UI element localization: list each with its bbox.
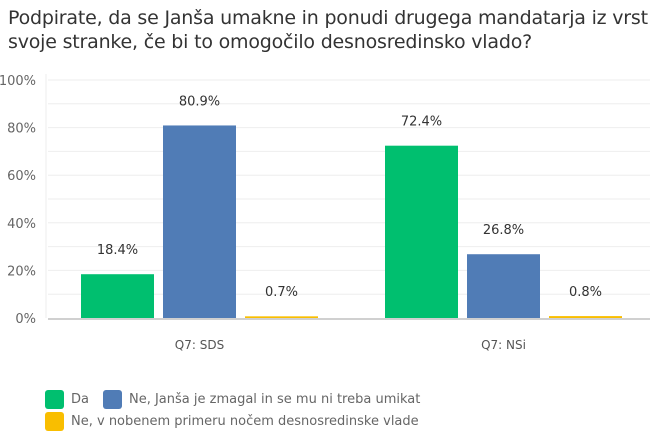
bar <box>467 254 540 318</box>
legend-swatch <box>102 389 122 409</box>
bar <box>549 316 622 318</box>
legend-label: Ne, v nobenem primeru nočem desnosredins… <box>71 413 419 429</box>
bar <box>385 145 458 318</box>
legend-swatch <box>45 411 64 431</box>
y-tick-label: 40% <box>7 217 36 232</box>
y-tick-label: 60% <box>7 169 36 184</box>
legend-swatch <box>45 389 64 409</box>
legend-item-ne-nocem: Ne, v nobenem primeru nočem desnosredins… <box>45 411 419 431</box>
bar <box>81 274 154 318</box>
data-label: 0.7% <box>265 285 298 300</box>
data-label: 80.9% <box>179 94 220 109</box>
bar <box>163 125 236 318</box>
data-label: 0.8% <box>569 285 602 300</box>
x-tick-label: Q7: NSi <box>481 338 526 352</box>
x-tick-label: Q7: SDS <box>175 338 224 352</box>
data-label: 72.4% <box>401 115 442 130</box>
legend: Da Ne, Janša je zmagal in se mu ni treba… <box>45 388 434 432</box>
legend-label: Da <box>71 391 89 407</box>
y-tick-label: 0% <box>15 312 36 327</box>
bar-chart: 0% 20% 40% 60% 80% 100% 18.4% 80.9% 0.7% Q7: SDS 7… <box>0 74 650 352</box>
legend-item-da: Da <box>45 389 89 409</box>
data-label: 18.4% <box>97 243 138 258</box>
bar <box>245 316 318 318</box>
legend-item-ne-jansa: Ne, Janša je zmagal in se mu ni treba um… <box>102 389 421 409</box>
y-tick-label: 100% <box>0 74 36 89</box>
y-tick-label: 80% <box>7 122 36 137</box>
data-label: 26.8% <box>483 223 524 238</box>
legend-label: Ne, Janša je zmagal in se mu ni treba um… <box>128 391 421 407</box>
chart-title: Podpirate, da se Janša umakne in ponudi … <box>8 7 648 53</box>
y-tick-label: 20% <box>7 264 36 279</box>
